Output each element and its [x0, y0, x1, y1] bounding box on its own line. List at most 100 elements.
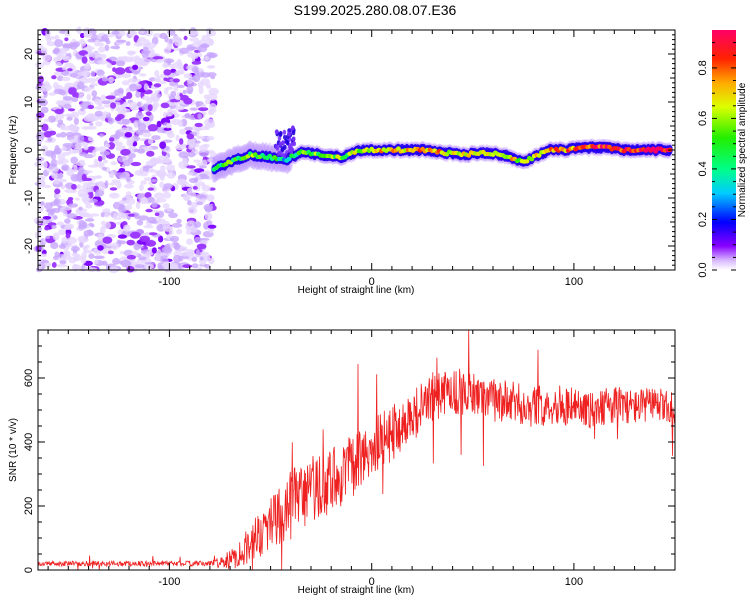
noise-blob [166, 164, 176, 172]
noise-blob [159, 181, 165, 189]
noise-blob [154, 70, 160, 78]
noise-blob [197, 113, 202, 120]
noise-blob [169, 63, 175, 69]
noise-blob [116, 113, 125, 120]
ridge-spike [277, 150, 282, 156]
noise-blob [63, 251, 68, 257]
noise-blob [121, 73, 132, 79]
noise-blob [84, 218, 95, 222]
noise-blob [65, 131, 74, 138]
noise-blob [44, 184, 51, 189]
ridge-spike [283, 144, 287, 150]
noise-blob [85, 204, 93, 209]
noise-blob [66, 168, 75, 177]
noise-blob [186, 89, 193, 95]
noise-blob [99, 133, 104, 138]
noise-blob [150, 220, 158, 224]
noise-blob [47, 115, 56, 123]
noise-blob [186, 165, 196, 169]
noise-blob [75, 141, 83, 150]
noise-blob [58, 229, 66, 236]
noise-blob [41, 47, 48, 55]
noise-blob [146, 150, 155, 157]
noise-blob [54, 108, 64, 115]
noise-blob [101, 100, 111, 105]
noise-blob [187, 50, 193, 58]
noise-blob [188, 144, 194, 150]
noise-blob [179, 128, 186, 135]
noise-blob [66, 237, 78, 244]
noise-blob [79, 241, 84, 248]
noise-blob [56, 178, 67, 183]
noise-blob [178, 151, 189, 159]
noise-blob [174, 105, 185, 111]
noise-blob [61, 146, 67, 152]
noise-blob [66, 213, 77, 219]
noise-blob [111, 242, 119, 250]
noise-blob [78, 50, 89, 56]
noise-blob [162, 139, 173, 143]
noise-blob [175, 70, 185, 75]
noise-blob [72, 41, 80, 48]
noise-blob [78, 220, 86, 227]
noise-blob [163, 69, 172, 76]
noise-blob [206, 194, 215, 202]
noise-blob [70, 246, 80, 252]
noise-blob [163, 265, 173, 273]
noise-blob [55, 61, 62, 66]
noise-blob [116, 217, 122, 220]
noise-blob [68, 124, 78, 132]
noise-blob [158, 235, 164, 243]
noise-blob [88, 222, 94, 227]
noise-blob [189, 107, 198, 111]
noise-blob [62, 151, 71, 156]
noise-blob [151, 135, 161, 141]
noise-blob [166, 122, 171, 129]
noise-blob [68, 42, 74, 49]
noise-blob [56, 264, 68, 268]
noise-blob [61, 76, 71, 82]
noise-blob [71, 111, 79, 119]
noise-blob [111, 30, 120, 35]
noise-blob [106, 62, 113, 69]
noise-blob [80, 32, 85, 39]
noise-blob [105, 143, 111, 148]
noise-blob [110, 170, 115, 179]
colorbar-tick-label: 0.2 [697, 212, 709, 227]
noise-blob [105, 95, 116, 100]
noise-blob [101, 77, 109, 82]
noise-blob [124, 56, 133, 63]
noise-blob [110, 45, 121, 50]
noise-blob [179, 138, 184, 145]
noise-blob [104, 221, 111, 230]
noise-blob [143, 224, 154, 229]
noise-blob [139, 235, 151, 243]
noise-blob [142, 131, 152, 138]
noise-blob [204, 56, 210, 61]
noise-blob [61, 236, 68, 244]
noise-blob [75, 161, 86, 167]
y-tick-label: 600 [23, 369, 35, 387]
noise-blob [186, 238, 193, 245]
noise-blob [43, 202, 54, 210]
noise-blob [145, 208, 153, 213]
noise-blob [52, 232, 60, 241]
noise-blob [78, 152, 87, 157]
noise-blob [108, 250, 114, 255]
noise-blob [97, 103, 103, 107]
noise-blob [125, 176, 131, 182]
ridge-spike [292, 136, 296, 142]
noise-blob [139, 197, 149, 205]
noise-blob [187, 151, 196, 158]
noise-blob [194, 68, 200, 76]
noise-blob [179, 246, 188, 252]
noise-blob [94, 110, 104, 117]
noise-blob [146, 196, 156, 203]
noise-blob [94, 39, 101, 47]
ridge-spike [287, 131, 291, 137]
noise-blob [53, 47, 60, 54]
noise-blob [108, 56, 117, 61]
noise-blob [197, 126, 202, 130]
noise-blob [72, 132, 82, 137]
noise-blob [54, 188, 61, 195]
